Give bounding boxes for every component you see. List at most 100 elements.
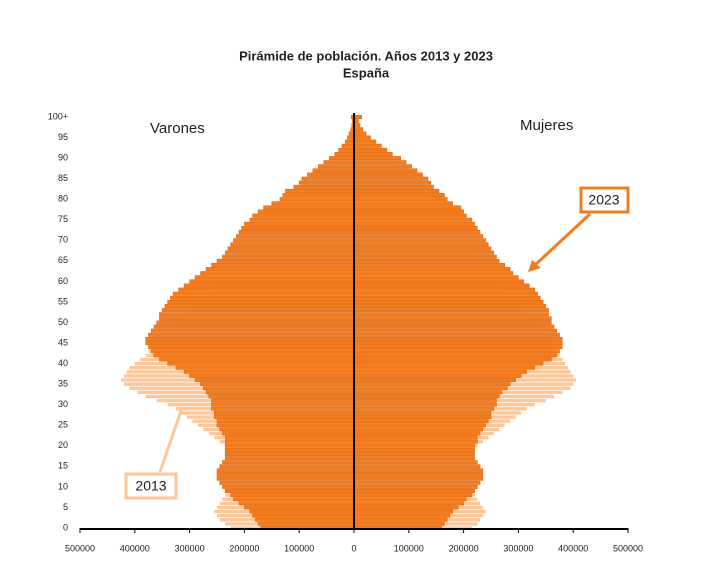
bar [353, 221, 475, 226]
bar [200, 382, 355, 387]
bar [216, 472, 355, 477]
bar [222, 484, 355, 489]
y-tick-label: 15 [58, 461, 68, 471]
bar [353, 357, 552, 362]
bar [353, 250, 495, 255]
bar [334, 152, 355, 156]
bar [233, 497, 355, 502]
y-tick-label: 95 [58, 132, 68, 142]
callout-arrow [532, 212, 592, 268]
x-tick-label: 200000 [449, 543, 479, 553]
y-tick-label: 30 [58, 399, 68, 409]
bar [353, 505, 459, 510]
bar [200, 271, 355, 276]
y-tick-label: 80 [58, 194, 68, 204]
bar [353, 497, 467, 502]
bar [167, 299, 355, 304]
bar [156, 320, 355, 325]
bar [353, 172, 423, 177]
bar [216, 419, 355, 424]
bar [353, 489, 475, 493]
bar [252, 213, 355, 218]
bar [353, 238, 486, 243]
bar [219, 480, 355, 485]
y-tick-label: 65 [58, 255, 68, 265]
bar [353, 406, 495, 411]
bar [224, 447, 355, 452]
x-tick-label: 400000 [558, 543, 588, 553]
bar [353, 184, 434, 189]
y-tick-label: 50 [58, 317, 68, 327]
bar [353, 147, 388, 152]
bar [293, 184, 355, 189]
bar [205, 267, 355, 272]
bar [353, 188, 440, 193]
y-tick-label: 10 [58, 481, 68, 491]
legend-box [124, 472, 178, 500]
bar [224, 489, 355, 493]
bar [353, 427, 484, 432]
bar [353, 197, 448, 202]
bar [353, 267, 511, 272]
bar [211, 402, 355, 407]
y-tick-label: 55 [58, 296, 68, 306]
bar [257, 209, 355, 214]
arrow-head [528, 260, 541, 272]
bar [224, 439, 355, 444]
bar [353, 225, 478, 230]
bar [219, 464, 355, 469]
bar [353, 295, 541, 300]
bar [353, 447, 475, 452]
bar [353, 349, 560, 354]
bar [189, 373, 355, 378]
bar [353, 452, 475, 457]
right-label: Mujeres [520, 117, 573, 134]
bar [353, 476, 484, 481]
bar [307, 172, 355, 177]
bar [353, 443, 475, 448]
bar [353, 423, 486, 428]
bar [230, 493, 355, 498]
bar [341, 143, 355, 148]
bar [353, 460, 478, 465]
x-tick-label: 100000 [394, 543, 424, 553]
x-tick-label: 400000 [120, 543, 150, 553]
bar [241, 225, 355, 230]
bar [235, 234, 355, 239]
bar [353, 369, 527, 374]
bar [353, 464, 481, 469]
bar [222, 460, 355, 465]
bar [244, 221, 355, 226]
bar [353, 205, 462, 210]
bar [353, 201, 453, 206]
bar [148, 332, 355, 337]
bar [189, 279, 355, 284]
bar [353, 115, 362, 119]
bar [353, 353, 558, 358]
chart-subtitle: España [343, 65, 390, 80]
bar [353, 382, 511, 387]
bar [353, 410, 492, 415]
bar [205, 390, 355, 395]
bar [318, 164, 355, 169]
bar [233, 238, 355, 243]
bar [353, 336, 563, 341]
bar [216, 423, 355, 428]
bar [353, 320, 552, 325]
bar [353, 332, 560, 337]
bar [353, 299, 544, 304]
bar [353, 176, 429, 181]
bar [353, 394, 500, 399]
bar [153, 353, 355, 358]
bar [282, 193, 355, 198]
bar [353, 324, 555, 329]
bar [172, 291, 355, 296]
bar [208, 394, 355, 399]
bar [353, 521, 445, 526]
bar [224, 456, 355, 461]
bar [249, 509, 355, 514]
bar [353, 180, 432, 185]
bar [353, 217, 473, 222]
bar [153, 324, 355, 329]
bar [178, 287, 355, 292]
